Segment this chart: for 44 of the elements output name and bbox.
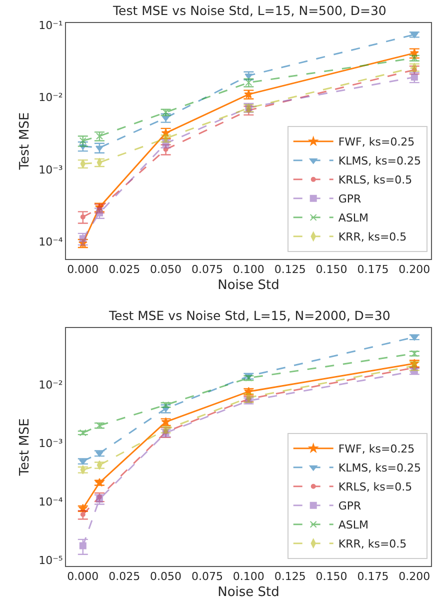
legend-label: FWF, ks=0.25: [338, 136, 415, 149]
x-tick-label: 0.050: [150, 263, 182, 276]
x-tick-label: 0.150: [316, 570, 348, 584]
x-tick-label: 0.025: [108, 263, 140, 276]
x-tick-label: 0.200: [398, 570, 430, 584]
chart-title: Test MSE vs Noise Std, L=15, N=500, D=30: [112, 3, 386, 18]
x-tick-label: 0.150: [316, 263, 348, 276]
legend-label: ASLM: [338, 518, 368, 532]
x-tick-label: 0.100: [232, 570, 264, 584]
x-tick-label: 0.200: [398, 263, 430, 276]
y-tick-label: 10⁻⁵: [38, 554, 63, 567]
x-tick-label: 0.075: [191, 263, 223, 276]
x-tick-label: 0.000: [67, 570, 99, 584]
x-tick-label: 0.025: [108, 570, 140, 584]
legend-label: GPR: [338, 500, 362, 513]
x-axis-title: Noise Std: [218, 584, 280, 600]
y-axis-title: Test MSE: [18, 112, 33, 171]
legend-label: KLMS, ks=0.25: [338, 462, 421, 475]
x-tick-label: 0.050: [150, 570, 182, 584]
x-tick-label: 0.175: [357, 570, 389, 584]
legend-label: GPR: [338, 192, 362, 206]
y-tick-label: 10⁻³: [38, 436, 63, 450]
x-tick-label: 0.125: [274, 263, 306, 276]
x-tick-label: 0.100: [232, 263, 264, 276]
y-tick-label: 10⁻⁴: [38, 495, 64, 508]
legend-label: KRR, ks=0.5: [338, 230, 407, 244]
legend-label: KLMS, ks=0.25: [338, 154, 421, 168]
y-tick-label: 10⁻⁴: [38, 236, 64, 248]
y-tick-label: 10⁻²: [38, 378, 63, 392]
y-tick-label: 10⁻³: [38, 163, 63, 176]
legend-label: KRLS, ks=0.5: [338, 480, 412, 494]
x-tick-label: 0.000: [67, 263, 99, 276]
legend-label: KRLS, ks=0.5: [338, 174, 412, 187]
y-axis-title: Test MSE: [18, 418, 33, 477]
x-tick-label: 0.175: [357, 263, 389, 276]
x-axis-title: Noise Std: [218, 278, 280, 293]
legend-label: ASLM: [338, 212, 368, 225]
x-tick-label: 0.075: [191, 570, 223, 584]
y-tick-label: 10⁻¹: [38, 18, 63, 32]
y-tick-label: 10⁻²: [38, 91, 63, 104]
x-tick-label: 0.125: [274, 570, 306, 584]
legend-label: FWF, ks=0.25: [338, 442, 415, 456]
chart-title: Test MSE vs Noise Std, L=15, N=2000, D=30: [108, 308, 390, 323]
legend-label: KRR, ks=0.5: [338, 538, 407, 551]
